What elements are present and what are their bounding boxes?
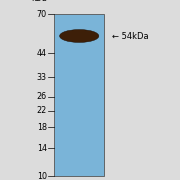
Text: kDa: kDa bbox=[31, 0, 47, 3]
Text: 22: 22 bbox=[37, 106, 47, 115]
Text: 14: 14 bbox=[37, 144, 47, 153]
Text: 10: 10 bbox=[37, 172, 47, 180]
Text: 44: 44 bbox=[37, 49, 47, 58]
Text: ← 54kDa: ← 54kDa bbox=[112, 31, 148, 40]
Ellipse shape bbox=[60, 30, 99, 42]
Text: 70: 70 bbox=[37, 10, 47, 19]
Bar bbox=[54, 14, 104, 176]
Text: 33: 33 bbox=[37, 73, 47, 82]
Text: 18: 18 bbox=[37, 123, 47, 132]
Text: 26: 26 bbox=[37, 92, 47, 101]
